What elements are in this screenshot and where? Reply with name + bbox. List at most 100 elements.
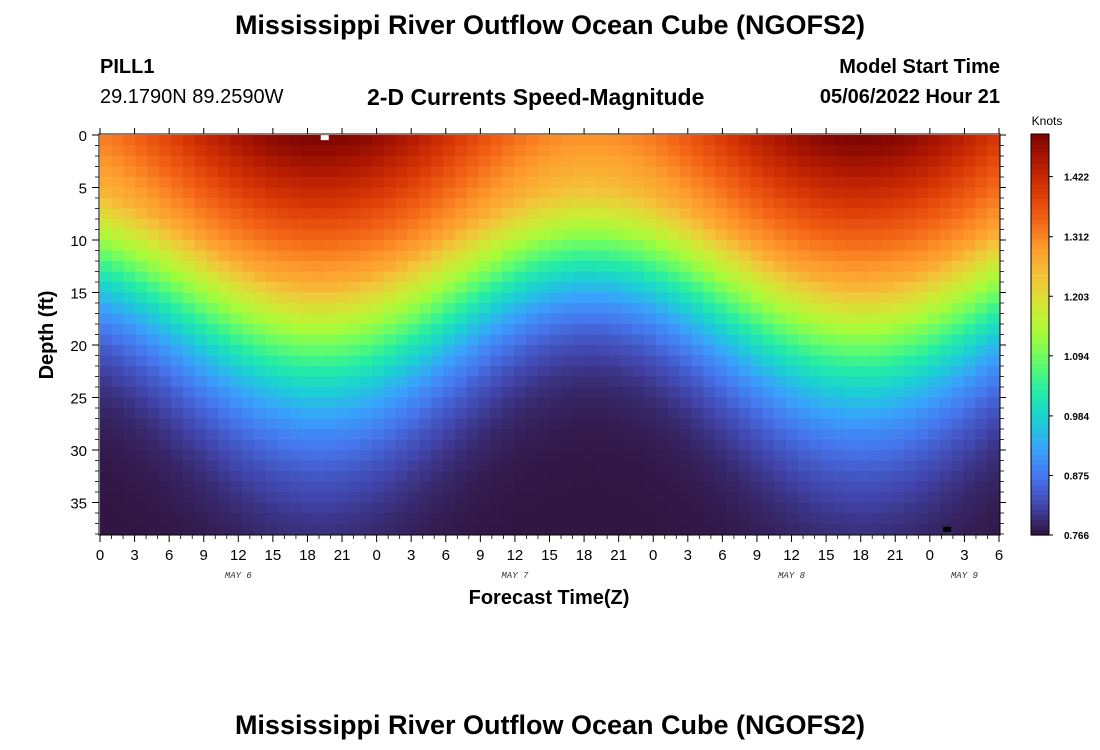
heatmap-cell [584, 481, 598, 493]
y-tick-label: 5 [79, 181, 87, 198]
heatmap-cell [774, 439, 787, 451]
heatmap-cell [525, 376, 539, 388]
heatmap-cell [809, 387, 823, 399]
heatmap-cell [490, 177, 503, 189]
heatmap-cell [809, 250, 823, 262]
heatmap-cell [395, 198, 409, 210]
heatmap-cell [395, 429, 409, 441]
heatmap-markers [320, 135, 952, 532]
heatmap-cell [679, 502, 693, 514]
heatmap-cell [490, 219, 503, 231]
heatmap-cell [774, 334, 787, 346]
heatmap-cell [277, 261, 290, 273]
heatmap-cell [419, 156, 432, 168]
heatmap-cell [845, 208, 858, 220]
heatmap-cell [443, 145, 456, 157]
heatmap-cell [525, 334, 539, 346]
heatmap-cell [655, 282, 669, 294]
heatmap-cell [584, 250, 598, 262]
colorbar-segment [1031, 394, 1049, 401]
heatmap-cell [289, 219, 302, 231]
heatmap-cell [206, 324, 219, 336]
x-tick-label: 9 [753, 547, 761, 564]
heatmap-cell [230, 303, 243, 315]
heatmap-cell [880, 408, 894, 420]
heatmap-cell [383, 145, 397, 157]
heatmap-cell [360, 471, 373, 483]
heatmap-cell [987, 492, 1000, 504]
heatmap-cell [857, 324, 870, 336]
heatmap-cell [525, 324, 539, 336]
heatmap-cell [987, 303, 1000, 315]
heatmap-cell [975, 408, 988, 420]
heatmap-cell [868, 303, 882, 315]
heatmap-cell [715, 250, 728, 262]
heatmap-cell [241, 166, 255, 178]
heatmap-cell [253, 198, 267, 210]
heatmap-cell [253, 145, 267, 157]
heatmap-cell [147, 282, 160, 294]
heatmap-cell [797, 429, 811, 441]
heatmap-cell [431, 523, 444, 535]
heatmap-cell [206, 387, 219, 399]
heatmap-cell [312, 429, 326, 441]
heatmap-cell [620, 240, 633, 252]
heatmap-cell [514, 387, 527, 399]
heatmap-cell [868, 250, 882, 262]
heatmap-cell [289, 387, 302, 399]
heatmap-cell [632, 303, 645, 315]
heatmap-cell [277, 166, 290, 178]
heatmap-cell [655, 198, 669, 210]
heatmap-cell [135, 177, 148, 189]
heatmap-cell [395, 387, 409, 399]
heatmap-cell [939, 324, 953, 336]
heatmap-cell [975, 135, 988, 147]
heatmap-cell [123, 156, 137, 168]
heatmap-cell [395, 450, 409, 462]
heatmap-cell [632, 492, 645, 504]
heatmap-cell [726, 523, 740, 535]
heatmap-cell [738, 261, 752, 273]
heatmap-cell [584, 345, 598, 357]
heatmap-cell [691, 261, 704, 273]
heatmap-cell [904, 229, 917, 241]
heatmap-cell [443, 397, 456, 409]
heatmap-cell [939, 240, 953, 252]
heatmap-cell [147, 429, 160, 441]
heatmap-cell [360, 177, 373, 189]
heatmap-cell [726, 282, 740, 294]
heatmap-cell [265, 135, 279, 147]
heatmap-cells [100, 135, 1000, 535]
heatmap-cell [277, 145, 290, 157]
heatmap-cell [987, 324, 1000, 336]
heatmap-cell [750, 313, 764, 325]
heatmap-cell [691, 397, 704, 409]
heatmap-cell [301, 450, 314, 462]
heatmap-cell [241, 250, 255, 262]
heatmap-cell [549, 450, 562, 462]
heatmap-cell [170, 208, 184, 220]
heatmap-cell [372, 397, 385, 409]
heatmap-cell [218, 240, 231, 252]
heatmap-cell [892, 334, 905, 346]
heatmap-cell [928, 145, 941, 157]
heatmap-cell [123, 303, 137, 315]
heatmap-cell [170, 418, 184, 430]
heatmap-cell [703, 156, 716, 168]
heatmap-cell [573, 355, 586, 367]
heatmap-cell [419, 240, 432, 252]
heatmap-cell [466, 303, 480, 315]
heatmap-cell [218, 208, 231, 220]
colorbar-segment [1031, 459, 1049, 466]
heatmap-cell [632, 166, 645, 178]
heatmap-cell [100, 145, 113, 157]
heatmap-cell [277, 492, 290, 504]
heatmap-cell [478, 450, 491, 462]
heatmap-cell [265, 261, 279, 273]
heatmap-cell [111, 439, 125, 451]
heatmap-cell [892, 135, 905, 147]
heatmap-cell [774, 208, 787, 220]
heatmap-cell [975, 418, 988, 430]
heatmap-cell [466, 250, 480, 262]
heatmap-cell [561, 450, 574, 462]
